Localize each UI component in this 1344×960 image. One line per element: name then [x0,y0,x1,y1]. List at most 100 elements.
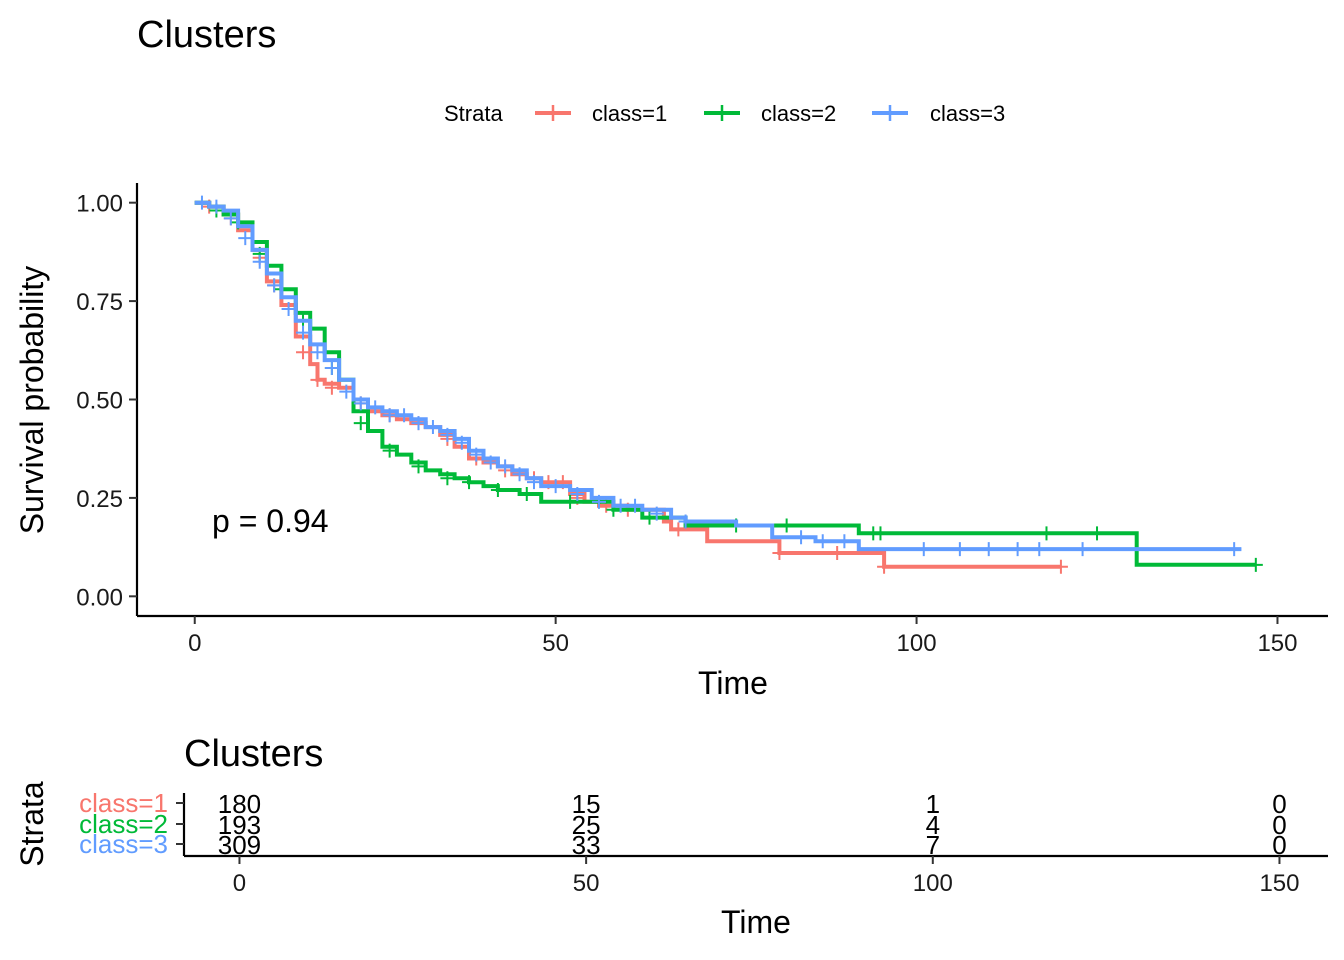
risk-x-tick-label: 100 [913,870,953,897]
risk-count: 7 [926,830,940,860]
legend-label-class-1: class=1 [592,101,667,126]
censor-mark [440,471,455,486]
censor-mark [794,530,809,545]
legend-label-class-2: class=2 [761,101,836,126]
censor-mark [512,467,527,482]
strata-label-class-2: class=2 [79,809,168,839]
legend-item-class-2: class=2 [704,101,836,126]
censor-mark [194,195,209,210]
censor-mark [382,408,397,423]
censor-mark [830,546,845,561]
series-class-3 [194,195,1242,557]
survival-curves [194,195,1263,574]
risk-count: 33 [572,830,601,860]
censor-mark [483,455,498,470]
censor-mark [1248,557,1263,572]
y-tick-label: 0.75 [76,289,123,316]
censor-mark [368,400,383,415]
risk-x-tick-label: 0 [233,870,246,897]
main-x-axis-title: Time [698,665,768,701]
censor-mark [981,542,996,557]
censor-mark [815,534,830,549]
main-y-ticks: 0.00 0.25 0.50 0.75 1.00 [76,191,137,611]
censor-mark [454,435,469,450]
censor-mark [570,486,585,501]
censor-mark [1227,542,1242,557]
risk-x-axis-title: Time [721,904,791,940]
risk-row-class-3: class=3 309 33 7 0 [79,829,1287,860]
risk-count: 193 [218,810,261,840]
risk-count: 0 [1272,830,1286,860]
censor-mark [440,427,455,442]
censor-mark [628,498,643,513]
censor-mark [916,542,931,557]
risk-count: 309 [218,830,261,860]
risk-count: 0 [1272,810,1286,840]
censor-mark [490,483,505,498]
y-tick-label: 0.50 [76,388,123,415]
censor-mark [837,534,852,549]
risk-count: 25 [572,810,601,840]
censor-mark [353,416,368,431]
x-tick-label: 0 [188,630,201,657]
censor-mark [238,231,253,246]
censor-mark [519,486,534,501]
censor-mark [772,546,787,561]
censor-mark [779,518,794,533]
censor-mark [1032,542,1047,557]
censor-mark [671,522,686,537]
censor-mark [310,372,325,387]
risk-count: 4 [926,810,940,840]
legend-item-class-1: class=1 [535,101,667,126]
risk-count: 15 [572,789,601,819]
censor-mark [281,301,296,316]
risk-x-ticks: 0 50 100 150 [233,856,1299,897]
censor-mark [252,254,267,269]
chart-title: Clusters [137,14,276,56]
censor-mark [1090,526,1105,541]
strata-label-class-1: class=1 [79,788,168,818]
censor-mark [296,325,311,340]
censor-mark [339,384,354,399]
y-tick-label: 1.00 [76,191,123,218]
risk-table-title: Clusters [184,733,323,775]
censor-mark [397,408,412,423]
censor-mark [209,199,224,214]
y-tick-label: 0.25 [76,486,123,513]
censor-mark [462,475,477,490]
x-tick-label: 50 [542,630,569,657]
risk-y-axis-title: Strata [14,781,50,867]
strata-label-class-3: class=3 [79,829,168,859]
x-tick-label: 100 [897,630,937,657]
risk-count: 180 [218,789,261,819]
censor-mark [469,447,484,462]
censor-mark [563,494,578,509]
risk-x-tick-label: 50 [573,870,600,897]
legend-item-class-3: class=3 [872,101,1005,126]
main-y-axis-title: Survival probability [14,266,50,535]
censor-mark [642,510,657,525]
x-tick-label: 150 [1257,630,1297,657]
main-x-ticks: 0 50 100 150 [188,616,1297,657]
y-tick-label: 0.00 [76,584,123,611]
censor-mark [498,459,513,474]
censor-mark [310,345,325,360]
survival-line-class-3 [194,200,1242,552]
legend-title: Strata [444,101,503,126]
risk-row-class-1: class=1 180 15 1 0 [79,788,1287,819]
censor-mark [223,211,238,226]
censor-mark [296,345,311,360]
censor-mark [649,506,664,521]
censor-mark [548,479,563,494]
censor-mark [425,420,440,435]
legend-label-class-3: class=3 [930,101,1005,126]
censor-mark [613,498,628,513]
censor-mark [952,542,967,557]
censor-mark [591,494,606,509]
p-value-annotation: p = 0.94 [212,503,329,539]
risk-x-tick-label: 150 [1259,870,1299,897]
censor-mark [411,416,426,431]
censor-mark [1010,542,1025,557]
risk-count: 0 [1272,789,1286,819]
